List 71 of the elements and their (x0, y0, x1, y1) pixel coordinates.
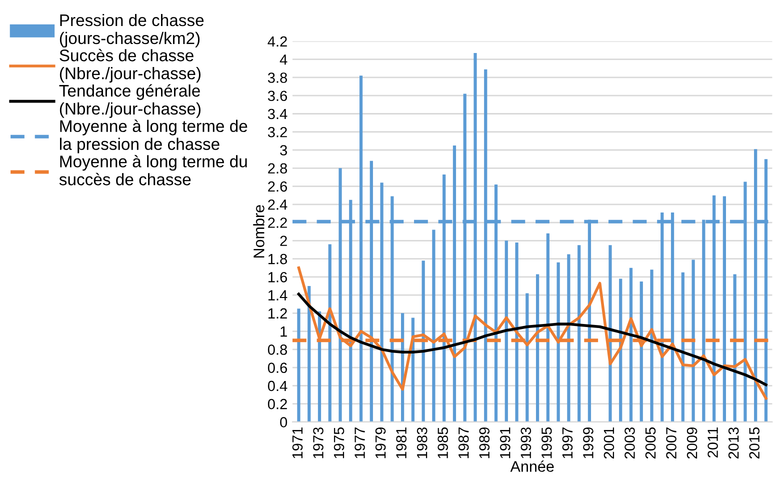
y-tick-label: 1.8 (268, 254, 288, 264)
line-series (297, 292, 768, 386)
legend-label: Pression de chasse (jours-chasse/km2) (60, 14, 204, 48)
x-tick-label: 1981 (396, 428, 406, 458)
y-tick-label: 3.6 (268, 90, 287, 102)
y-tick-label: 3.2 (268, 126, 287, 138)
y-tick-label: 1.6 (268, 272, 287, 282)
y-axis-title: Nombre (253, 205, 264, 258)
y-tick-label: 3.4 (268, 108, 288, 120)
bar (608, 245, 612, 422)
y-tick-label: 0.8 (268, 344, 288, 355)
bar (546, 233, 550, 422)
x-tick-label: 2015 (749, 427, 760, 459)
y-tick-label: 4 (280, 54, 288, 65)
x-tick-label: 1999 (583, 428, 594, 458)
x-tick-label: 2007 (666, 428, 676, 459)
bar (629, 268, 633, 422)
y-tick-label: 3 (280, 145, 287, 156)
x-tick-label: 2011 (708, 428, 718, 458)
x-tick-label: 1977 (354, 428, 365, 458)
y-tick-label: 2 (280, 236, 287, 246)
bar (515, 242, 518, 422)
legend-label: Tendance générale (Nbre./jour-chasse) (59, 84, 200, 118)
bar (733, 274, 736, 422)
x-tick-label: 2009 (686, 428, 698, 459)
y-tick-label: 3.8 (268, 72, 288, 83)
x-tick-label: 2001 (604, 428, 614, 459)
bar (297, 308, 300, 422)
legend-label: Moyenne à long terme de la pression de chasse (60, 120, 248, 154)
bar (578, 245, 581, 422)
x-tick-label: 2005 (645, 427, 656, 459)
y-tick-label: 0 (280, 417, 288, 428)
bar (504, 240, 508, 422)
x-axis-title: Année (510, 460, 554, 472)
bar (359, 76, 363, 422)
bar (692, 260, 695, 422)
x-tick-label: 1997 (562, 428, 573, 458)
bar (422, 260, 425, 422)
bar (722, 196, 726, 422)
x-tick-label: 2003 (624, 427, 635, 459)
x-tick-label: 1995 (542, 427, 552, 458)
legend-label: Moyenne à long terme du succès de chasse (59, 154, 247, 186)
x-tick-label: 1979 (375, 428, 386, 458)
x-tick-label: 1989 (479, 428, 490, 458)
bar (526, 293, 529, 422)
x-tick-label: 1975 (334, 427, 344, 458)
x-tick-label: 1983 (416, 427, 428, 458)
y-tick-label: 0.4 (268, 380, 288, 392)
x-tick-label: 1973 (313, 427, 324, 458)
x-tick-label: 1993 (520, 427, 532, 458)
x-tick-label: 1985 (438, 427, 448, 458)
x-tick-label: 2013 (728, 427, 739, 459)
bar (556, 262, 560, 422)
bar (536, 274, 540, 422)
x-tick-label: 1991 (500, 428, 510, 458)
y-tick-label: 2.4 (268, 199, 288, 210)
y-tick-label: 1.2 (268, 308, 287, 318)
y-tick-label: 2.2 (268, 218, 287, 228)
y-tick-label: 2.6 (268, 181, 287, 192)
y-tick-label: 1 (280, 326, 287, 337)
bar (567, 254, 570, 422)
bar (432, 230, 436, 422)
y-tick-label: 2.8 (268, 163, 288, 174)
y-tick-label: 0.2 (268, 398, 287, 410)
y-tick-label: 4.2 (268, 36, 287, 47)
x-tick-label: 1987 (458, 428, 469, 458)
legend-label: Succès de chasse (Nbre./jour-chasse) (60, 48, 200, 83)
y-tick-label: 0.6 (268, 362, 287, 373)
bar (650, 270, 654, 422)
x-tick-label: 1971 (292, 428, 303, 458)
y-tick-label: 1.4 (268, 290, 288, 300)
